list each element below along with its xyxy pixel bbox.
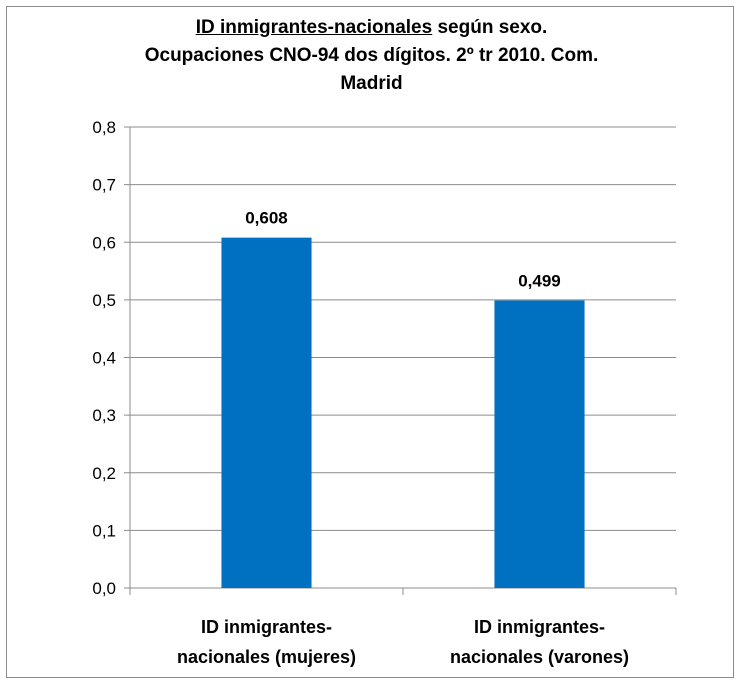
y-tick-label: 0,2 xyxy=(92,464,116,483)
bar xyxy=(221,237,312,588)
chart-title-line-2: Ocupaciones CNO-94 dos dígitos. 2º tr 20… xyxy=(144,45,599,66)
chart-title-underlined: ID inmigrantes-nacionales xyxy=(195,17,433,38)
y-tick-label: 0,5 xyxy=(92,291,116,310)
data-label: 0,499 xyxy=(518,271,561,290)
y-tick-label: 0,4 xyxy=(92,349,116,368)
y-tick-label: 0,6 xyxy=(92,233,116,252)
chart-title-rest: según sexo. xyxy=(432,17,548,38)
x-category-label: ID inmigrantes- xyxy=(474,617,605,637)
y-tick-label: 0,0 xyxy=(92,579,116,598)
y-tick-label: 0,8 xyxy=(92,118,116,137)
y-tick-label: 0,7 xyxy=(92,176,116,195)
data-label: 0,608 xyxy=(245,209,288,228)
bar xyxy=(494,300,585,588)
chart-title-line-3: Madrid xyxy=(340,73,403,94)
chart-title-line-1: ID inmigrantes-nacionales según sexo. xyxy=(0,14,743,42)
x-category-label: nacionales (mujeres) xyxy=(177,647,356,667)
chart-frame xyxy=(6,6,734,678)
x-category-label: ID inmigrantes- xyxy=(201,617,332,637)
y-tick-label: 0,3 xyxy=(92,406,116,425)
chart-title: ID inmigrantes-nacionales según sexo. Oc… xyxy=(0,14,743,98)
y-tick-label: 0,1 xyxy=(92,521,116,540)
x-category-label: nacionales (varones) xyxy=(450,647,629,667)
